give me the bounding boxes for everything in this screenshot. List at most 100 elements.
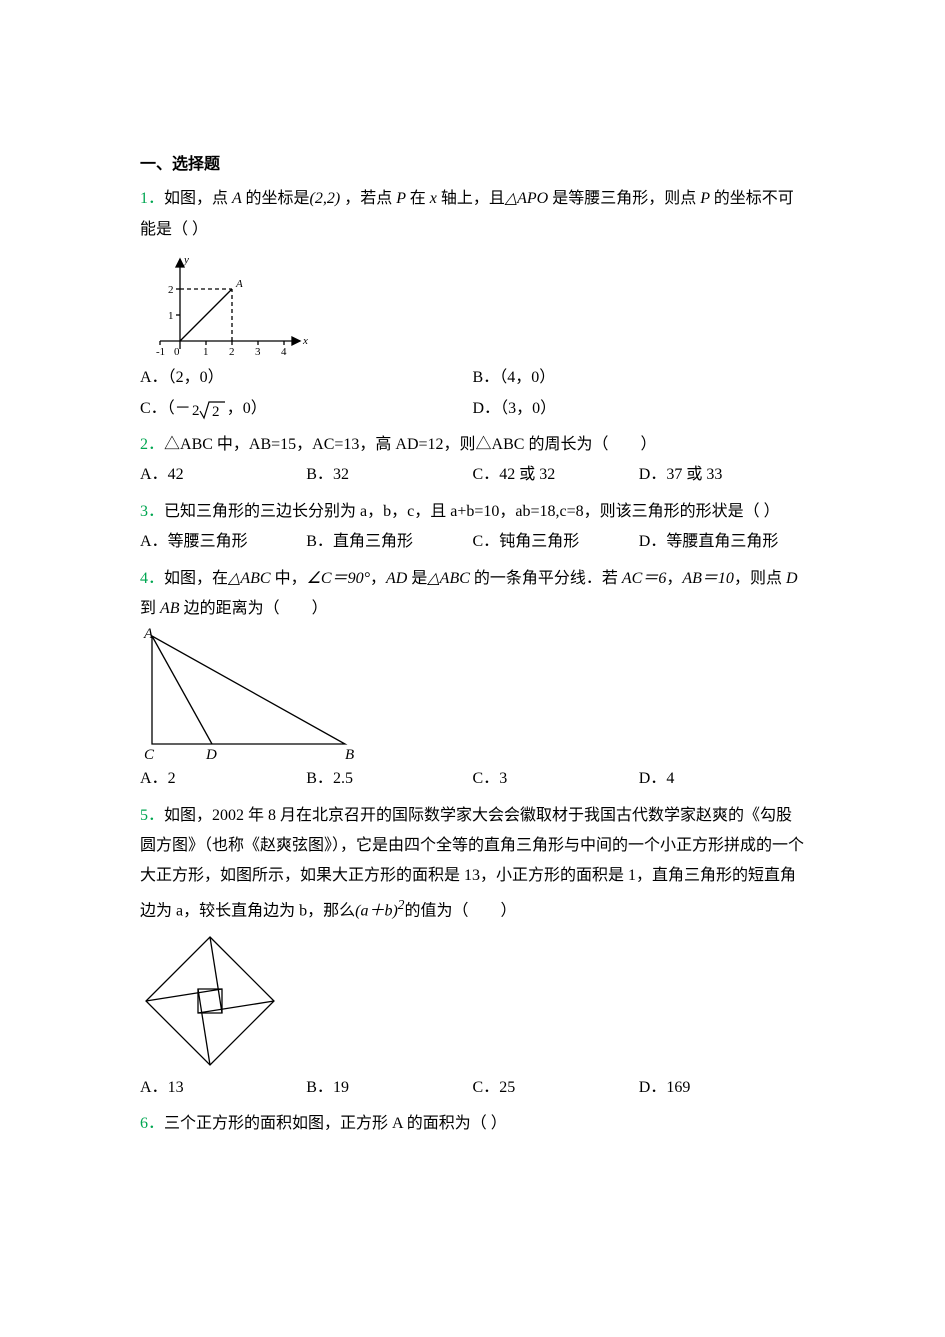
q1-opt-D-text: （3，0） (500, 400, 556, 417)
q1-coord: (2,2) (310, 190, 345, 207)
q1-opt-C-neg: － (175, 400, 191, 417)
svg-text:B: B (345, 747, 354, 762)
opt-label-A: A． (140, 369, 168, 386)
opt-label-D: D． (473, 400, 501, 417)
q4-ab: AB＝10 (682, 570, 734, 587)
q4-diagram: A C D B (140, 628, 805, 762)
q5-diagram (140, 931, 805, 1071)
q2-opt-B: B．32 (306, 460, 472, 490)
q1-opt-C-suf: ，0） (227, 400, 267, 417)
svg-text:0: 0 (174, 346, 180, 358)
opt-label-A: A． (140, 533, 168, 550)
opt-label-B: B． (306, 1079, 333, 1096)
q4-text-g: ，则点 (734, 570, 782, 587)
q1-tri: △APO (505, 190, 552, 207)
q4-text-h: 到 (140, 600, 156, 617)
q3-opt-A: A．等腰三角形 (140, 527, 306, 557)
opt-label-C: C． (473, 770, 500, 787)
svg-text:2: 2 (168, 284, 174, 296)
q4-opt-C-text: 3 (499, 770, 507, 787)
q1-A: A (228, 190, 245, 207)
q3-options: A．等腰三角形 B．直角三角形 C．钝角三角形 D．等腰直角三角形 (140, 527, 805, 557)
q1-options-row2: C．（－ 2 2 ，0） D．（3，0） (140, 394, 805, 424)
q4-opt-C: C．3 (473, 764, 639, 794)
svg-text:2: 2 (212, 404, 220, 420)
q4-text-f: ， (666, 570, 682, 587)
q1-text-a: 如图，点 (164, 190, 228, 207)
opt-label-D: D． (639, 770, 667, 787)
q5-opt-C-text: 25 (499, 1079, 515, 1096)
opt-label-B: B． (306, 466, 333, 483)
svg-text:4: 4 (281, 346, 287, 358)
q1-options: A．（2，0） B．（4，0） (140, 363, 805, 393)
q5-opt-B: B．19 (306, 1073, 472, 1103)
q2-opt-A-text: 42 (168, 466, 184, 483)
question-5: 5．如图，2002 年 8 月在北京召开的国际数学家大会会徽取材于我国古代数学家… (140, 801, 805, 1103)
svg-text:3: 3 (255, 346, 261, 358)
q4-text-a: 如图，在 (164, 570, 228, 587)
opt-label-C: C． (473, 1079, 500, 1096)
q1-diagram: -1 0 1 2 3 4 1 2 x y A (140, 249, 805, 361)
q4-ab2: AB (156, 600, 184, 617)
q4-text-i: 边的距离为（ ） (184, 600, 328, 617)
q4-opt-D-text: 4 (666, 770, 674, 787)
opt-label-B: B． (306, 770, 333, 787)
q3-text: 已知三角形的三边长分别为 a，b，c，且 a+b=10，ab=18,c=8，则该… (164, 503, 780, 520)
q3-opt-C: C．钝角三角形 (473, 527, 639, 557)
q2-opt-B-text: 32 (333, 466, 349, 483)
q1-text-c: ，若点 (344, 190, 392, 207)
q1-opt-A-text: （2，0） (168, 369, 224, 386)
q2-opt-D-text: 37 或 33 (666, 466, 722, 483)
q5-opt-D: D．169 (639, 1073, 805, 1103)
q4-angle: ∠C＝90° (307, 570, 370, 587)
q3-opt-D-text: 等腰直角三角形 (666, 533, 778, 550)
svg-text:A: A (235, 278, 243, 290)
q1-P2: P (696, 190, 713, 207)
opt-label-D: D． (639, 1079, 667, 1096)
q4-tri2: △ABC (427, 570, 474, 587)
q2-opt-A: A．42 (140, 460, 306, 490)
opt-label-A: A． (140, 466, 168, 483)
q4-text-b: 中， (275, 570, 307, 587)
q3-opt-A-text: 等腰三角形 (168, 533, 248, 550)
q5-opt-B-text: 19 (333, 1079, 349, 1096)
q1-opt-D: D．（3，0） (473, 394, 806, 424)
q4-ad: AD (386, 570, 411, 587)
q4-opt-B-text: 2.5 (333, 770, 353, 787)
svg-text:A: A (143, 628, 154, 642)
svg-text:-1: -1 (156, 346, 165, 358)
q3-opt-B: B．直角三角形 (306, 527, 472, 557)
svg-text:C: C (144, 747, 155, 762)
q1-opt-B: B．（4，0） (473, 363, 806, 393)
question-1: 1．如图，点 A 的坐标是(2,2) ，若点 P 在 x 轴上，且△APO 是等… (140, 184, 805, 424)
svg-text:D: D (205, 747, 217, 762)
q4-options: A．2 B．2.5 C．3 D．4 (140, 764, 805, 794)
q5-expr: (a＋b) (355, 902, 398, 919)
question-6: 6．三个正方形的面积如图，正方形 A 的面积为（ ） (140, 1109, 805, 1139)
opt-label-C: C． (473, 466, 500, 483)
q4-text-c: ， (370, 570, 386, 587)
q5-opt-C: C．25 (473, 1073, 639, 1103)
opt-label-A: A． (140, 1079, 168, 1096)
opt-label-B: B． (306, 533, 333, 550)
q4-opt-A-text: 2 (168, 770, 176, 787)
q2-options: A．42 B．32 C．42 或 32 D．37 或 33 (140, 460, 805, 490)
q4-tri: △ABC (228, 570, 275, 587)
q5-number: 5． (140, 807, 164, 824)
q4-D: D (782, 570, 798, 587)
svg-text:2: 2 (229, 346, 235, 358)
q5-options: A．13 B．19 C．25 D．169 (140, 1073, 805, 1103)
q4-opt-B: B．2.5 (306, 764, 472, 794)
q1-opt-C-pre: （ (167, 400, 175, 417)
q5-opt-D-text: 169 (666, 1079, 690, 1096)
q4-text-e: 的一条角平分线．若 (474, 570, 618, 587)
section-title: 一、选择题 (140, 150, 805, 180)
q1-opt-C: C．（－ 2 2 ，0） (140, 394, 473, 424)
opt-label-C: C． (473, 533, 500, 550)
q2-opt-C: C．42 或 32 (473, 460, 639, 490)
q6-number: 6． (140, 1115, 164, 1132)
svg-text:y: y (183, 254, 189, 266)
opt-label-A: A． (140, 770, 168, 787)
svg-text:2: 2 (192, 403, 200, 419)
q1-text-d: 在 (410, 190, 426, 207)
